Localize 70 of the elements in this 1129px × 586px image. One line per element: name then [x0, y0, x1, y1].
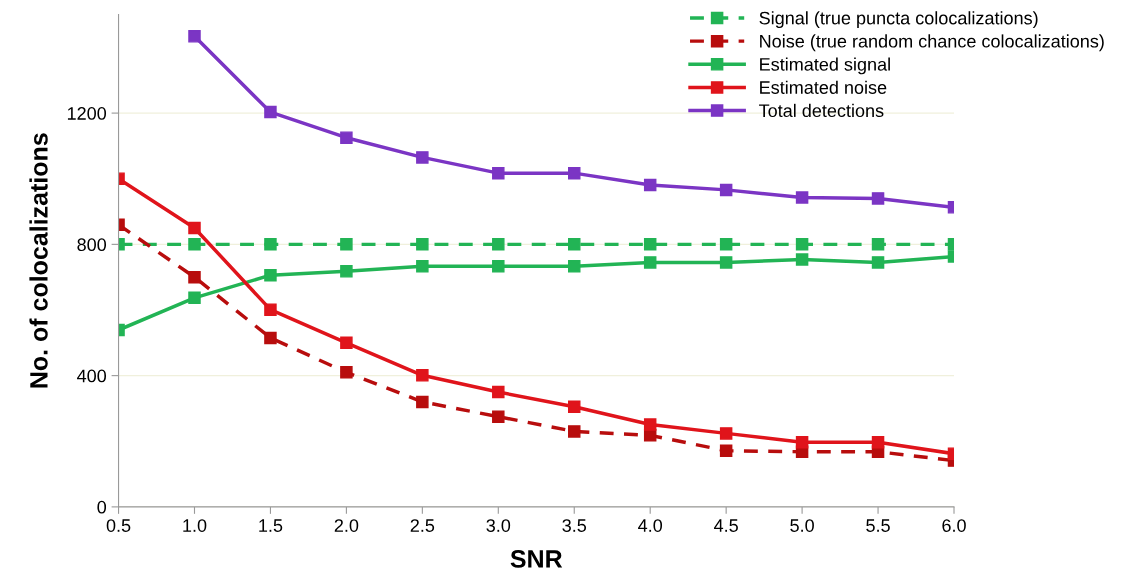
point	[795, 191, 809, 204]
point	[340, 238, 353, 251]
point	[416, 395, 429, 409]
x-tick-label: 5.0	[790, 519, 814, 532]
x-tick-label: 3.0	[486, 519, 511, 532]
point	[340, 265, 353, 278]
x-tick-label: 1.0	[183, 519, 207, 532]
y-tick-label: 400	[77, 369, 107, 383]
point	[340, 131, 353, 144]
legend-label: Signal (true puncta colocalizations)	[759, 11, 1038, 29]
point	[643, 238, 657, 251]
point	[871, 238, 885, 251]
x-tick-label: 1.5	[259, 519, 283, 532]
x-tick-label: 2.0	[334, 519, 359, 532]
point	[567, 400, 581, 414]
point	[264, 303, 277, 316]
point	[340, 366, 353, 379]
point	[719, 427, 733, 440]
point	[795, 253, 809, 266]
point	[871, 256, 885, 269]
y-tick-label: 0	[97, 500, 107, 514]
legend-label: Estimated signal	[760, 57, 890, 75]
point	[492, 410, 505, 423]
point	[567, 238, 581, 251]
x-tick-label: 3.5	[562, 519, 587, 532]
x-tick-label: 4.0	[638, 519, 663, 532]
x-tick-label: 4.5	[714, 519, 738, 532]
point	[264, 105, 277, 119]
point	[492, 238, 505, 251]
x-tick-label: 0.5	[106, 519, 131, 532]
point	[492, 385, 505, 399]
point	[492, 166, 505, 180]
point	[795, 238, 809, 251]
point	[264, 268, 277, 282]
point	[871, 435, 885, 449]
point	[567, 260, 581, 273]
x-axis-title: SNR	[510, 550, 563, 568]
point	[264, 238, 277, 251]
point	[416, 260, 429, 273]
point	[567, 425, 581, 438]
point	[188, 30, 201, 43]
point	[188, 270, 201, 284]
y-tick-label: 800	[77, 238, 107, 252]
point	[719, 183, 733, 197]
legend-label: Total detections	[759, 103, 884, 118]
point	[492, 260, 505, 273]
point	[719, 238, 733, 251]
point	[340, 336, 353, 350]
y-tick-label: 1200	[67, 107, 107, 120]
legend-label: Estimated noise	[760, 80, 887, 94]
point	[795, 435, 809, 449]
point	[188, 291, 201, 305]
x-tick-label: 2.5	[410, 519, 435, 532]
legend-label: Noise (true random chance colocalizations)	[760, 34, 1104, 52]
point	[719, 256, 733, 269]
point	[416, 238, 429, 251]
x-tick-label: 5.5	[866, 519, 890, 532]
x-tick-label: 6.0	[942, 519, 966, 532]
point	[643, 418, 657, 431]
point	[416, 369, 429, 382]
point	[416, 151, 429, 164]
point	[188, 238, 201, 251]
point	[188, 221, 201, 235]
point	[719, 444, 733, 458]
point	[871, 192, 885, 205]
point	[643, 178, 657, 192]
y-axis-title: No. of colocalizations	[29, 133, 48, 388]
point	[264, 331, 277, 345]
point	[567, 166, 581, 180]
point	[643, 256, 657, 269]
